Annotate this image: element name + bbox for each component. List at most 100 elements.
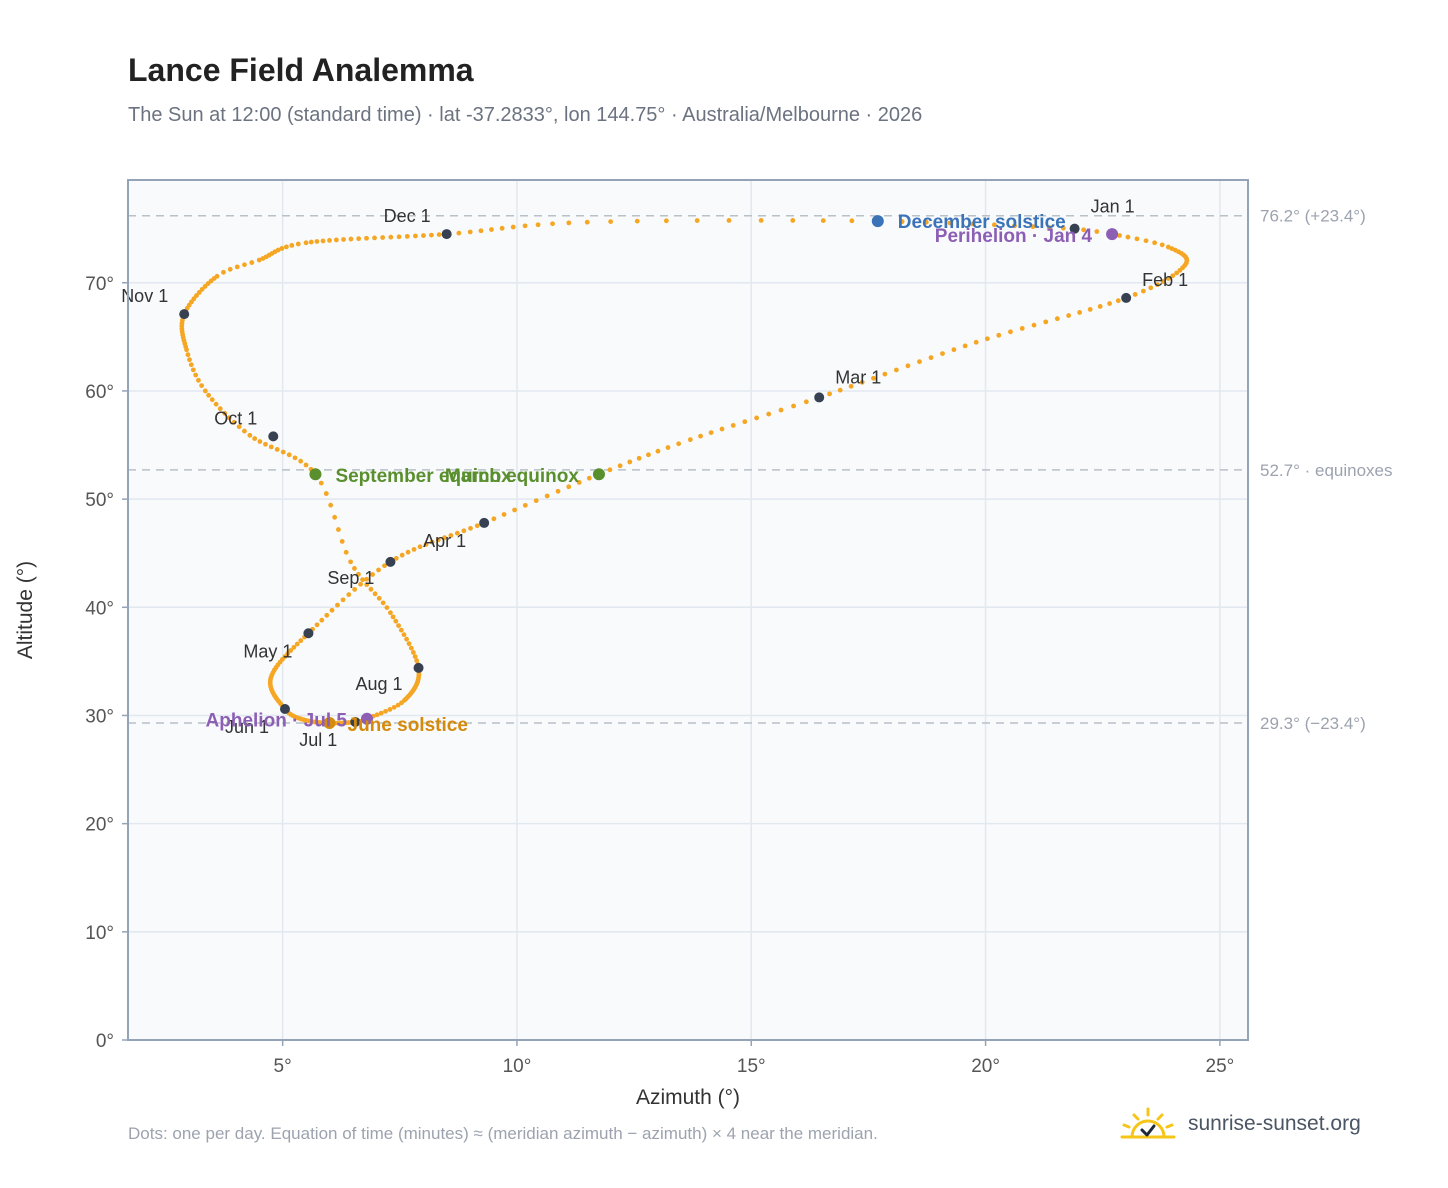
day-dot: [187, 357, 192, 363]
day-dot: [1054, 316, 1060, 322]
day-dot: [544, 493, 550, 499]
day-dot: [1143, 238, 1149, 244]
x-tick-label: 20°: [971, 1056, 1000, 1077]
day-dot: [214, 273, 220, 279]
month-label: Aug 1: [355, 674, 402, 694]
day-dot: [374, 712, 380, 718]
day-dot: [295, 241, 301, 247]
month-label: Oct 1: [214, 408, 257, 428]
day-dot: [1160, 279, 1166, 284]
day-dot: [275, 247, 281, 253]
day-dot: [185, 352, 191, 358]
event-label: March equinox: [445, 466, 580, 487]
day-dot: [634, 218, 640, 224]
event-label: September equinox: [335, 466, 512, 487]
day-dot: [1019, 326, 1025, 331]
day-dot: [754, 415, 760, 421]
day-dot: [384, 605, 390, 611]
day-dot: [370, 572, 375, 577]
event-marker: [309, 468, 322, 481]
day-dot: [719, 426, 725, 432]
sun-icon: [1120, 1107, 1176, 1139]
day-dot: [372, 591, 378, 597]
month-label: Sep 1: [327, 568, 374, 588]
day-dot: [555, 488, 561, 494]
day-dot: [231, 419, 237, 425]
day-dot: [1107, 301, 1112, 306]
day-dot: [335, 602, 340, 608]
day-dot: [1060, 225, 1066, 231]
axes: 5° 10° 15° 20° 25° 0° 10° 20° 30° 40° 50° 60° 70°: [85, 179, 1249, 1077]
day-dot: [222, 410, 228, 416]
month-marker: [179, 309, 190, 320]
day-dot: [584, 219, 590, 225]
day-dot: [708, 430, 714, 435]
day-dot: [393, 618, 399, 624]
day-dot: [190, 367, 196, 373]
day-dot: [286, 452, 292, 458]
day-dot: [512, 507, 517, 513]
day-dot: [393, 555, 399, 561]
day-dot: [676, 441, 682, 447]
day-dot: [501, 512, 507, 517]
month-marker: [441, 229, 452, 240]
month-marker: [279, 703, 290, 714]
footnote: Dots: one per day. Equation of time (min…: [128, 1124, 878, 1143]
day-dot: [388, 234, 394, 240]
reference-line-label: 76.2° (+23.4°): [1260, 207, 1366, 226]
day-dot: [292, 455, 298, 461]
day-dot: [827, 391, 832, 397]
day-dot: [396, 234, 402, 240]
day-dot: [905, 363, 911, 369]
day-dot: [428, 232, 434, 238]
month-marker: [303, 628, 314, 639]
brand-name: sunrise-sunset.org: [1188, 1112, 1361, 1135]
day-dot: [454, 530, 460, 536]
day-dot: [848, 383, 854, 389]
day-dot: [665, 445, 671, 450]
day-dot: [249, 260, 255, 265]
day-dot: [1177, 267, 1183, 273]
day-dot: [510, 224, 516, 230]
day-dot: [1077, 310, 1083, 315]
day-dot: [199, 383, 205, 389]
day-dot: [202, 388, 208, 394]
brand[interactable]: sunrise-sunset.org: [1120, 1104, 1361, 1144]
day-dot: [318, 480, 324, 486]
day-dot: [973, 339, 979, 345]
day-dot: [289, 242, 295, 248]
day-dot: [820, 218, 826, 223]
month-label: Jun 1: [225, 717, 269, 737]
day-dot: [607, 467, 613, 473]
day-dot: [970, 221, 976, 227]
month-label: Jan 1: [1091, 197, 1135, 217]
day-dot: [586, 475, 592, 481]
day-dot: [655, 448, 661, 454]
day-dot: [341, 237, 346, 242]
day-dot: [1148, 285, 1154, 291]
day-dot: [435, 537, 441, 543]
chart-title: Lance Field Analemma: [128, 52, 474, 88]
month-label: May 1: [243, 641, 292, 661]
day-dot: [1134, 236, 1140, 242]
y-tick-label: 40°: [85, 598, 114, 619]
day-dot: [202, 284, 208, 289]
day-dot: [456, 230, 462, 236]
day-dot: [791, 403, 796, 409]
day-dot: [356, 571, 361, 577]
month-label: Dec 1: [384, 206, 431, 226]
day-dot: [448, 533, 454, 538]
day-dot: [646, 452, 651, 458]
month-label: Apr 1: [423, 531, 466, 551]
day-dot: [395, 702, 401, 708]
day-dot: [388, 610, 393, 616]
day-dot: [410, 650, 416, 655]
x-tick-label: 5°: [274, 1056, 292, 1077]
day-dot: [368, 586, 374, 592]
day-dot: [417, 544, 423, 550]
day-dot: [491, 516, 497, 522]
day-dot: [461, 528, 467, 534]
day-dot: [411, 547, 417, 552]
x-tick-label: 25°: [1206, 1056, 1235, 1077]
